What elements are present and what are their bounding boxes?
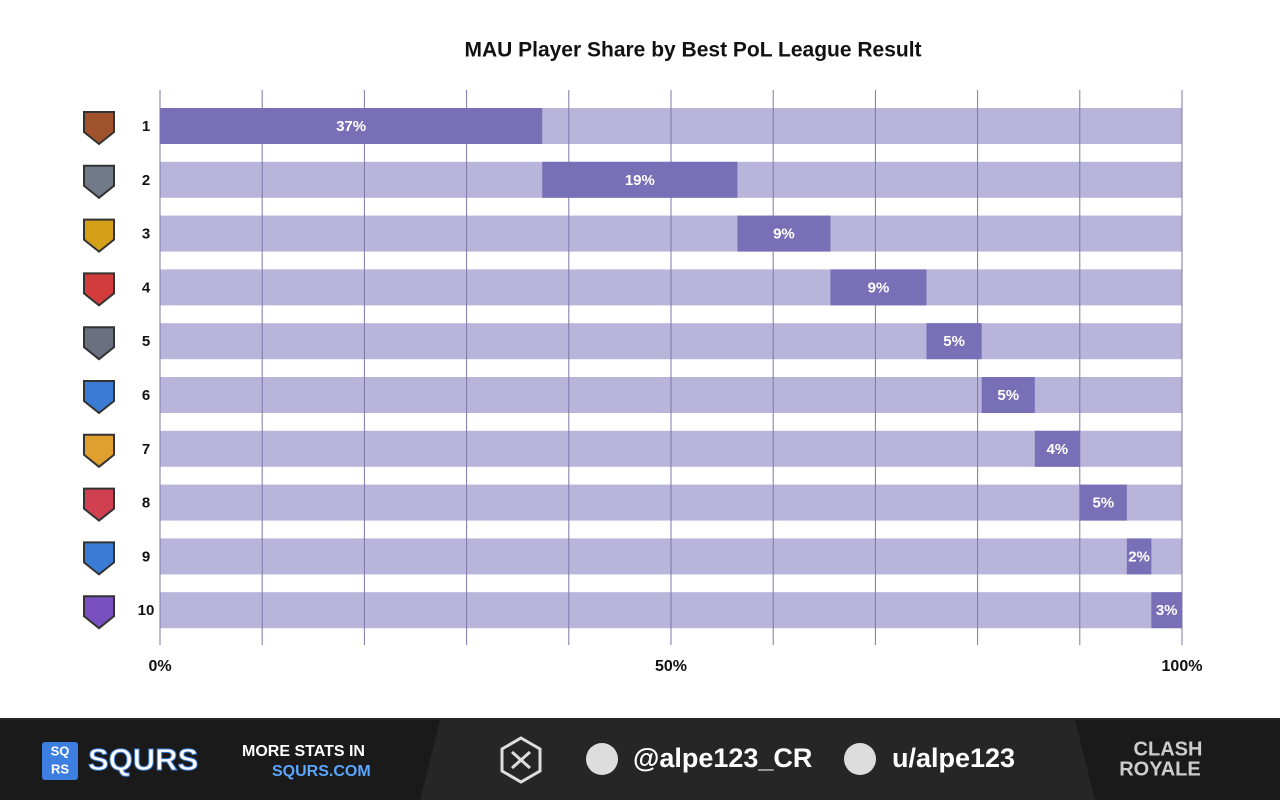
value-label: 5%: [997, 387, 1019, 404]
twitter-icon: [586, 743, 618, 775]
bar: [1034, 430, 1080, 467]
league-badge: [83, 326, 115, 361]
value-label: 5%: [943, 333, 965, 350]
bar: [737, 215, 831, 252]
league-badge: [83, 218, 115, 253]
bar: [926, 323, 982, 360]
category-label: 5: [142, 333, 150, 350]
league-badge: [83, 272, 115, 307]
value-label: 37%: [336, 118, 366, 135]
reddit-icon: [844, 743, 876, 775]
category-label: 10: [138, 602, 155, 619]
bar: [542, 161, 738, 198]
league-badge: [83, 380, 115, 415]
game-logo: CLASH: [1134, 738, 1203, 760]
category-label: 2: [142, 172, 150, 189]
logo-text: SQ: [51, 743, 70, 758]
league-badge: [83, 164, 115, 200]
category-label: 8: [142, 495, 150, 512]
game-logo: ROYALE: [1119, 758, 1201, 780]
plot: 37%119%29%39%45%55%64%75%82%93%100% 50% 10…: [83, 90, 1203, 675]
league-badge: [83, 111, 115, 146]
bar: [981, 377, 1035, 413]
bar: [1079, 484, 1127, 521]
chart-title: MAU Player Share by Best PoL League Resu…: [464, 39, 921, 62]
bar: [830, 269, 927, 306]
value-label: 19%: [625, 172, 655, 189]
footer-panel: [1075, 720, 1280, 800]
x-tick-label: 0%: [148, 658, 171, 675]
category-label: 9: [142, 548, 150, 565]
category-label: 1: [142, 118, 150, 135]
league-badge: [83, 487, 115, 522]
category-label: 4: [142, 279, 151, 296]
logo-text: RS: [51, 761, 69, 776]
bar: [1126, 538, 1152, 575]
footer: SQ RS SQURS MORE STATS IN SQURS.COM @alp…: [0, 718, 1280, 800]
twitter-handle[interactable]: @alpe123_CR: [633, 743, 812, 773]
category-label: 7: [142, 441, 150, 458]
value-label: 9%: [868, 279, 890, 296]
site-link[interactable]: SQURS.COM: [272, 763, 371, 780]
league-badge: [83, 595, 115, 630]
category-label: 6: [142, 387, 150, 404]
bar: [160, 108, 543, 144]
x-tick-label: 50%: [655, 658, 687, 675]
value-label: 5%: [1092, 495, 1114, 512]
promo-text: MORE STATS IN: [242, 743, 365, 760]
value-label: 2%: [1128, 548, 1150, 565]
value-label: 4%: [1046, 441, 1068, 458]
reddit-handle[interactable]: u/alpe123: [892, 743, 1015, 773]
x-tick-label: 100%: [1162, 658, 1203, 675]
brand: SQURS: [88, 742, 198, 777]
value-label: 9%: [773, 226, 795, 243]
footer-panel: [0, 720, 440, 800]
league-badge: [83, 433, 115, 469]
league-badge: [83, 541, 115, 576]
category-label: 3: [142, 226, 150, 243]
squrs-icon: [500, 736, 542, 784]
bar: [1151, 592, 1182, 629]
value-label: 3%: [1156, 602, 1178, 619]
logo-box: [42, 742, 78, 780]
